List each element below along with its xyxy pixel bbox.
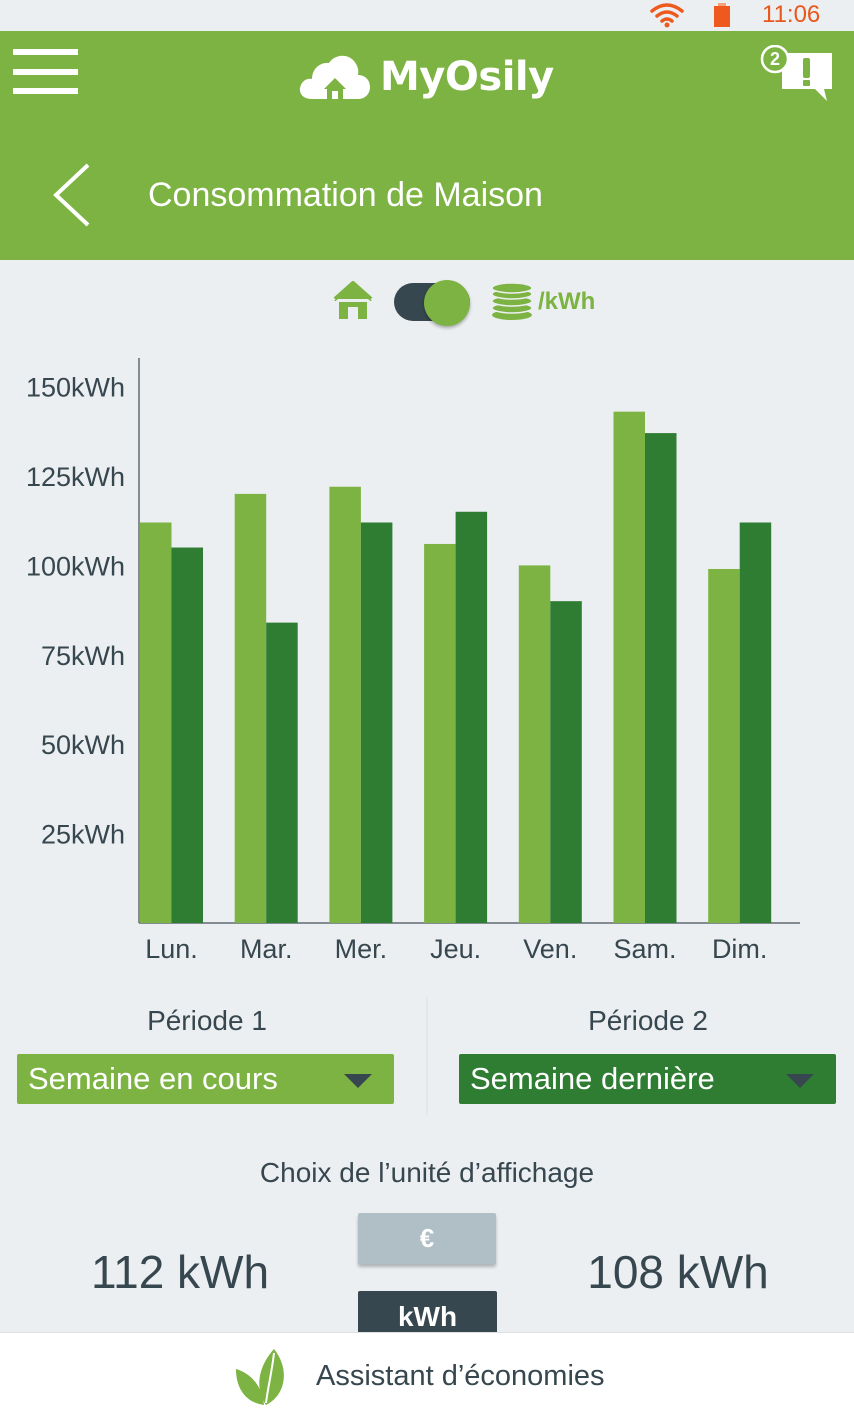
period-1-label: Période 1 bbox=[147, 1005, 267, 1036]
x-tick-label: Mar. bbox=[240, 934, 293, 964]
y-tick-label: 75kWh bbox=[41, 641, 125, 671]
bar bbox=[171, 547, 203, 923]
status-bar: 11:06 bbox=[0, 0, 854, 31]
bar bbox=[424, 543, 456, 923]
alert-message-icon bbox=[760, 45, 832, 101]
savings-assistant-bar[interactable]: Assistant d’économies bbox=[0, 1332, 854, 1423]
bar bbox=[360, 522, 393, 923]
bar bbox=[613, 411, 645, 923]
y-tick-label: 50kWh bbox=[41, 730, 125, 760]
unit-choice-title: Choix de l’unité d’affichage bbox=[259, 1157, 595, 1188]
x-tick-label: Sam. bbox=[613, 934, 676, 964]
bar bbox=[266, 622, 298, 923]
y-tick-label: 125kWh bbox=[26, 462, 125, 492]
euro-unit-button[interactable]: € bbox=[358, 1213, 496, 1264]
period-1-select[interactable]: Semaine en cours bbox=[17, 1054, 394, 1104]
divider bbox=[426, 997, 428, 1115]
bar-chart: 25kWh 50kWh 75kWh 100kWh 125kWh 150kWh Lun. Mar… bbox=[26, 358, 800, 964]
battery-icon bbox=[714, 3, 730, 27]
bar bbox=[140, 522, 172, 923]
currency-energy-toggle[interactable] bbox=[394, 280, 470, 326]
unit-label: /kWh bbox=[538, 288, 596, 315]
leaf-icon bbox=[236, 1349, 284, 1405]
bar bbox=[234, 493, 267, 923]
back-arrow-icon[interactable] bbox=[52, 163, 92, 227]
dropdown-caret-icon bbox=[786, 1074, 814, 1088]
x-tick-label: Jeu. bbox=[430, 934, 481, 964]
consumption-chart: 25kWh 50kWh 75kWh 100kWh 125kWh 150kWh Lun. Mar… bbox=[0, 340, 854, 980]
x-tick-label: Ven. bbox=[523, 934, 577, 964]
page-title: Consommation de Maison bbox=[148, 176, 543, 214]
bar bbox=[550, 601, 582, 923]
bar bbox=[708, 568, 740, 923]
x-tick-label: Dim. bbox=[712, 934, 768, 964]
period-2-select[interactable]: Semaine dernière bbox=[459, 1054, 836, 1104]
app-name: MyOsily bbox=[380, 54, 554, 100]
period-2-value: Semaine dernière bbox=[470, 1061, 715, 1096]
menu-button[interactable] bbox=[13, 49, 79, 97]
brand-logo: MyOsily bbox=[298, 47, 554, 107]
savings-assistant-label: Assistant d’économies bbox=[316, 1360, 605, 1392]
period-1-value: Semaine en cours bbox=[28, 1061, 278, 1096]
period-1-total: 112 kWh bbox=[90, 1246, 270, 1298]
y-tick-label: 150kWh bbox=[26, 373, 125, 403]
bar bbox=[518, 565, 551, 923]
display-toggle-row: /kWh bbox=[332, 279, 612, 327]
kwh-unit-button[interactable]: kWh bbox=[358, 1291, 497, 1333]
period-2-total: 108 kWh bbox=[587, 1246, 769, 1298]
notifications-button[interactable]: 2 bbox=[760, 45, 834, 103]
coins-icon[interactable] bbox=[490, 283, 534, 321]
app-bar: MyOsily 2 Consommation de Maison bbox=[0, 31, 854, 260]
y-tick-label: 25kWh bbox=[41, 820, 125, 850]
bar bbox=[739, 522, 772, 923]
wifi-icon bbox=[650, 3, 684, 28]
bar bbox=[455, 511, 488, 923]
period-2-label: Période 2 bbox=[588, 1005, 708, 1036]
notification-count: 2 bbox=[769, 49, 780, 69]
y-tick-label: 100kWh bbox=[26, 551, 125, 581]
status-time: 11:06 bbox=[762, 1, 821, 28]
bar bbox=[645, 433, 677, 923]
home-icon[interactable] bbox=[332, 281, 374, 321]
x-tick-label: Lun. bbox=[145, 934, 198, 964]
cloud-house-icon bbox=[299, 55, 370, 99]
dropdown-caret-icon bbox=[344, 1074, 372, 1088]
bar bbox=[329, 486, 361, 923]
x-tick-label: Mer. bbox=[335, 934, 388, 964]
